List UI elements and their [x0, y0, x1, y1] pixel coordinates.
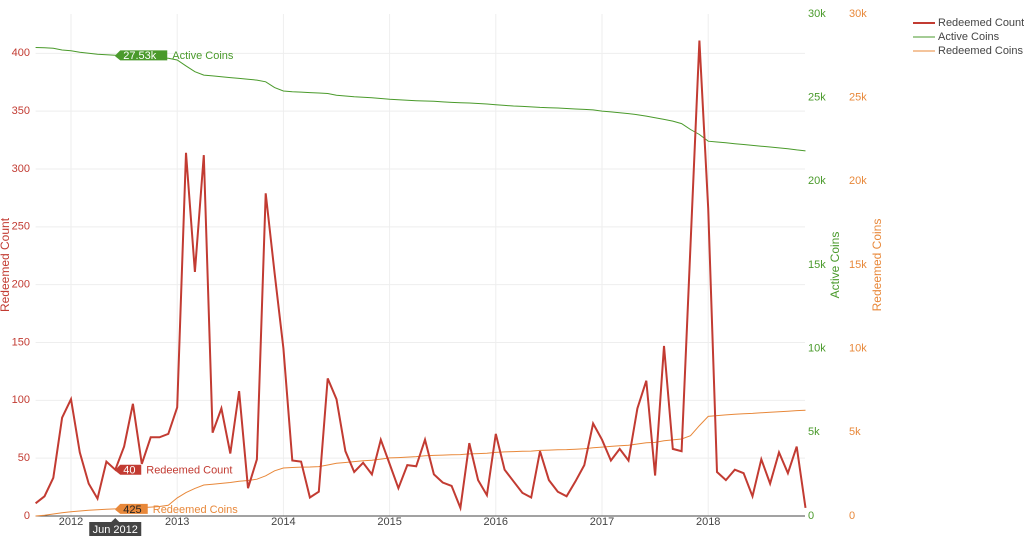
hover-value: 425 [123, 504, 141, 516]
y3-tick-label: 20k [849, 175, 867, 187]
y2-tick-label: 0 [808, 510, 814, 522]
x-tick-label: 2013 [165, 516, 189, 528]
x-tick-label: 2015 [377, 516, 401, 528]
y-tick-label: 100 [12, 394, 30, 406]
hover-series-name: Redeemed Coins [153, 504, 238, 516]
y3-tick-label: 25k [849, 92, 867, 104]
y2-tick-label: 20k [808, 175, 826, 187]
y-tick-label: 350 [12, 105, 30, 117]
y2-axis-title: Active Coins [828, 232, 842, 299]
hover-value: 40 [123, 465, 135, 477]
y3-tick-label: 10k [849, 343, 867, 355]
y2-tick-label: 25k [808, 92, 826, 104]
hover-x-tag [89, 518, 142, 536]
series-line [35, 409, 806, 517]
hover-tag [115, 50, 168, 61]
legend-label: Redeemed Coins [938, 45, 1023, 57]
y3-axis-title: Redeemed Coins [870, 219, 884, 312]
y2-tick-label: 30k [808, 8, 826, 20]
y2-tick-label: 5k [808, 426, 820, 438]
y2-tick-label: 10k [808, 343, 826, 355]
y-tick-label: 150 [12, 336, 30, 348]
x-tick-label: 2012 [59, 516, 83, 528]
legend-label: Redeemed Count [938, 17, 1024, 29]
y3-tick-label: 0 [849, 510, 855, 522]
x-tick-label: 2017 [590, 516, 614, 528]
y3-tick-label: 30k [849, 8, 867, 20]
y2-tick-label: 15k [808, 259, 826, 271]
y-tick-label: 400 [12, 47, 30, 59]
hover-tag [115, 503, 148, 514]
y3-tick-label: 15k [849, 259, 867, 271]
hover-x-label: Jun 2012 [93, 524, 138, 536]
y-tick-label: 50 [18, 452, 30, 464]
y3-tick-label: 5k [849, 426, 861, 438]
y-tick-label: 250 [12, 221, 30, 233]
x-tick-label: 2016 [484, 516, 508, 528]
hover-series-name: Redeemed Count [146, 465, 232, 477]
series-line [35, 47, 806, 152]
x-tick-label: 2018 [696, 516, 720, 528]
hover-series-name: Active Coins [172, 50, 234, 62]
y-tick-label: 300 [12, 163, 30, 175]
series-line [34, 40, 807, 512]
y-tick-label: 200 [12, 279, 30, 291]
y-axis-title: Redeemed Count [0, 217, 12, 312]
hover-tag [115, 464, 142, 475]
hover-value: 27.53k [123, 50, 157, 62]
legend-label: Active Coins [938, 31, 1000, 43]
y-tick-label: 0 [24, 510, 30, 522]
x-tick-label: 2014 [271, 516, 295, 528]
